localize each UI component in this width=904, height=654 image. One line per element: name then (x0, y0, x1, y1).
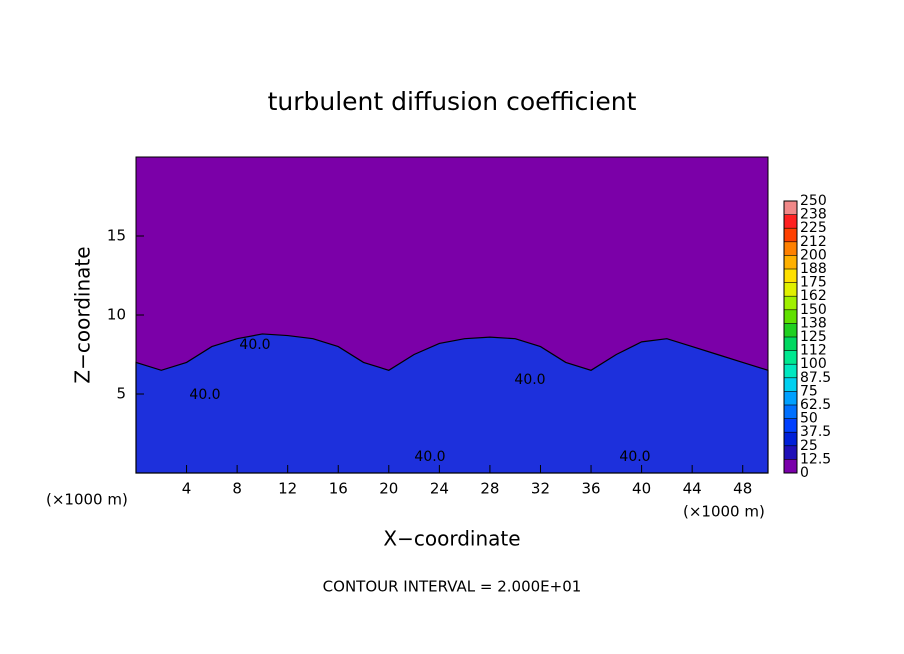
colorbar-label: 25 (800, 438, 818, 454)
x-tick-label: 32 (531, 480, 550, 498)
colorbar-label: 188 (800, 261, 827, 277)
colorbar-swatch (784, 350, 797, 365)
colorbar-swatch (784, 255, 797, 269)
colorbar-swatch (784, 405, 797, 419)
colorbar-swatch (784, 214, 797, 229)
contour-label: 40.0 (514, 372, 545, 388)
x-tick-label: 16 (329, 480, 348, 498)
colorbar-swatch (784, 296, 797, 310)
colorbar-swatch (784, 201, 797, 215)
x-axis-label: X−coordinate (383, 527, 520, 551)
x-tick-label: 28 (480, 480, 499, 498)
y-tick-label: 10 (107, 306, 126, 324)
colorbar-label: 250 (800, 193, 827, 209)
colorbar-label: 112 (800, 343, 827, 359)
colorbar-label: 150 (800, 302, 827, 318)
colorbar-label: 87.5 (800, 370, 831, 386)
x-unit-label: (×1000 m) (683, 503, 765, 521)
contour-label: 40.0 (619, 449, 650, 465)
colorbar-swatch (784, 459, 797, 473)
x-tick-label: 36 (581, 480, 600, 498)
x-tick-label: 40 (632, 480, 651, 498)
colorbar-swatch (784, 432, 797, 446)
colorbar-label: 162 (800, 288, 827, 304)
footer-note: CONTOUR INTERVAL = 2.000E+01 (323, 578, 582, 596)
contour-label: 40.0 (239, 337, 270, 353)
colorbar-label: 75 (800, 383, 818, 399)
x-tick-label: 24 (430, 480, 449, 498)
x-tick-label: 44 (683, 480, 702, 498)
y-tick-label: 15 (107, 227, 126, 245)
y-tick-label: 5 (116, 385, 126, 403)
colorbar-label: 0 (800, 465, 809, 481)
colorbar-swatch (784, 377, 797, 392)
colorbar-swatch (784, 282, 797, 297)
chart-title: turbulent diffusion coefficient (268, 87, 637, 116)
x-tick-label: 8 (232, 480, 242, 498)
contour-label: 40.0 (189, 387, 220, 403)
colorbar-label: 138 (800, 315, 827, 331)
colorbar-label: 125 (800, 329, 827, 345)
colorbar-swatch (784, 364, 797, 378)
colorbar-label: 62.5 (800, 397, 831, 413)
colorbar-swatch (784, 269, 797, 283)
contour-label: 40.0 (414, 449, 445, 465)
colorbar-swatch (784, 241, 797, 256)
y-axis-label: Z−coordinate (71, 246, 95, 383)
colorbar-label: 100 (800, 356, 827, 372)
x-tick-label: 20 (379, 480, 398, 498)
turbulent-layer (135, 333, 769, 474)
colorbar-label: 50 (800, 411, 818, 427)
colorbar-swatch (784, 228, 797, 242)
x-tick-label: 4 (182, 480, 192, 498)
x-unit-label: (×1000 m) (46, 491, 128, 509)
colorbar-swatch (784, 418, 797, 433)
colorbar-label: 225 (800, 220, 827, 236)
colorbar-label: 200 (800, 247, 827, 263)
colorbar-label: 37.5 (800, 424, 831, 440)
colorbar-swatch (784, 445, 797, 460)
colorbar-swatch (784, 337, 797, 351)
colorbar-label: 175 (800, 275, 827, 291)
colorbar-swatch (784, 323, 797, 337)
colorbar-label: 238 (800, 207, 827, 223)
colorbar-label: 212 (800, 234, 827, 250)
x-tick-label: 12 (278, 480, 297, 498)
x-tick-label: 48 (733, 480, 752, 498)
colorbar-swatch (784, 391, 797, 405)
colorbar-swatch (784, 309, 797, 324)
colorbar-label: 12.5 (800, 451, 831, 467)
